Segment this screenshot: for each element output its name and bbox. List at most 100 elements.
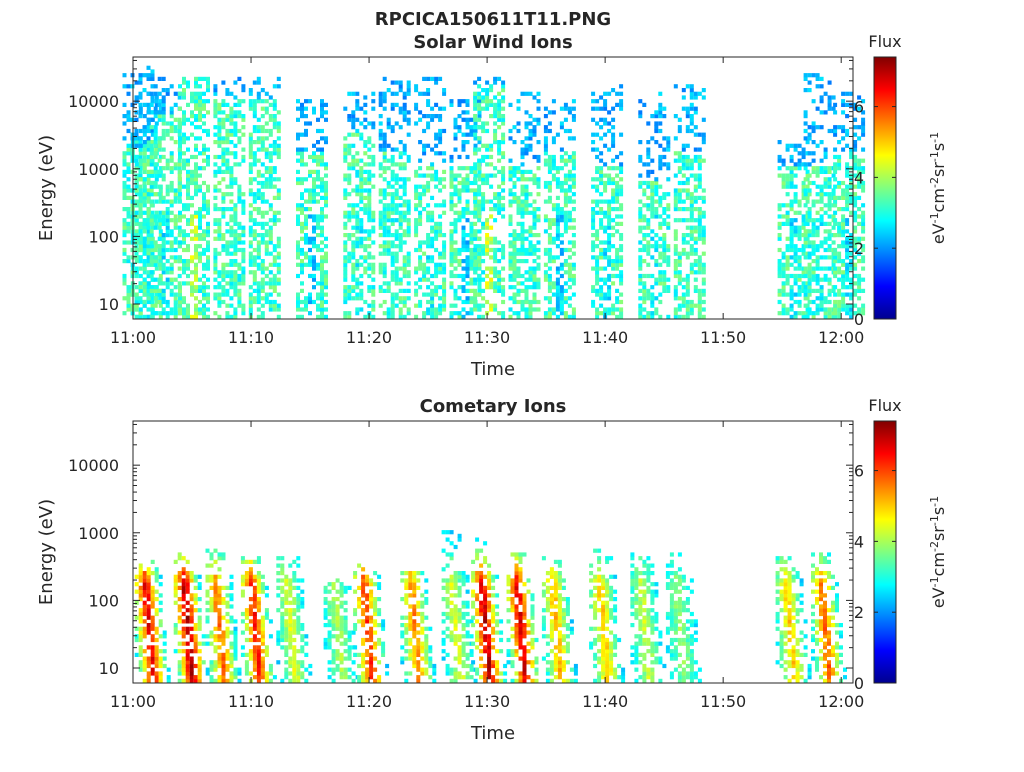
heatmap-cell: [296, 148, 300, 152]
heatmap-cell: [139, 196, 143, 200]
heatmap-cell: [544, 140, 548, 144]
heatmap-cell: [269, 207, 273, 211]
heatmap-cell: [845, 244, 849, 248]
heatmap-cell: [225, 244, 229, 248]
heatmap-cell: [194, 185, 198, 189]
heatmap-cell: [678, 170, 682, 174]
heatmap-cell: [383, 214, 387, 218]
heatmap-cell: [658, 121, 662, 125]
heatmap-cell: [367, 148, 371, 152]
heatmap-cell: [666, 248, 670, 252]
heatmap-cell: [430, 289, 434, 293]
heatmap-cell: [845, 218, 849, 222]
heatmap-cell: [690, 162, 694, 166]
heatmap-cell: [521, 155, 525, 159]
heatmap-cell: [646, 252, 650, 256]
heatmap-cell: [678, 207, 682, 211]
heatmap-cell: [861, 222, 865, 226]
heatmap-cell: [802, 214, 806, 218]
heatmap-cell: [517, 121, 521, 125]
heatmap-cell: [426, 185, 430, 189]
heatmap-cell: [442, 233, 446, 237]
heatmap-cell: [798, 255, 802, 259]
heatmap-cell: [426, 88, 430, 92]
heatmap-cell: [206, 233, 210, 237]
heatmap-cell: [808, 151, 812, 155]
heatmap-cell: [841, 263, 845, 267]
heatmap-cell: [359, 121, 363, 125]
heatmap-cell: [312, 300, 316, 304]
heatmap-cell: [143, 140, 147, 144]
heatmap-cell: [139, 81, 143, 85]
heatmap-cell: [253, 110, 257, 114]
heatmap-cell: [509, 159, 513, 163]
heatmap-cell: [837, 159, 841, 163]
heatmap-cell: [694, 107, 698, 111]
heatmap-cell: [533, 296, 537, 300]
heatmap-cell: [418, 244, 422, 248]
heatmap-cell: [537, 233, 541, 237]
heatmap-cell: [147, 77, 151, 81]
heatmap-cell: [155, 99, 159, 103]
heatmap-cell: [403, 304, 407, 308]
heatmap-cell: [493, 285, 497, 289]
heatmap-cell: [233, 263, 237, 267]
heatmap-cell: [186, 170, 190, 174]
heatmap-cell: [150, 151, 154, 155]
heatmap-cell: [225, 114, 229, 118]
heatmap-cell: [786, 263, 790, 267]
heatmap-cell: [619, 99, 623, 103]
heatmap-cell: [170, 240, 174, 244]
heatmap-cell: [414, 233, 418, 237]
heatmap-cell: [833, 103, 837, 107]
heatmap-cell: [407, 263, 411, 267]
heatmap-cell: [694, 226, 698, 230]
heatmap-cell: [694, 200, 698, 204]
heatmap-cell: [206, 155, 210, 159]
heatmap-cell: [462, 240, 466, 244]
heatmap-cell: [296, 177, 300, 181]
heatmap-cell: [182, 267, 186, 271]
heatmap-cell: [221, 125, 225, 129]
heatmap-cell: [802, 155, 806, 159]
heatmap-cell: [654, 192, 658, 196]
heatmap-cell: [861, 159, 865, 163]
heatmap-cell: [828, 166, 832, 170]
heatmap-cell: [277, 281, 281, 285]
heatmap-cell: [426, 166, 430, 170]
heatmap-cell: [186, 207, 190, 211]
heatmap-cell: [351, 289, 355, 293]
heatmap-cell: [698, 307, 702, 311]
heatmap-cell: [414, 84, 418, 88]
heatmap-cell: [170, 311, 174, 315]
heatmap-cell: [324, 110, 328, 114]
heatmap-cell: [552, 174, 556, 178]
heatmap-cell: [225, 229, 229, 233]
heatmap-cell: [253, 200, 257, 204]
heatmap-cell: [698, 293, 702, 297]
heatmap-cell: [154, 214, 158, 218]
heatmap-cell: [690, 203, 694, 207]
heatmap-cell: [442, 240, 446, 244]
heatmap-cell: [686, 162, 690, 166]
heatmap-cell: [277, 196, 281, 200]
heatmap-cell: [501, 136, 505, 140]
heatmap-cell: [841, 304, 845, 308]
heatmap-cell: [194, 270, 198, 274]
heatmap-cell: [599, 293, 603, 297]
heatmap-cell: [355, 188, 359, 192]
heatmap-cell: [790, 285, 794, 289]
heatmap-cell: [560, 218, 564, 222]
heatmap-cell: [654, 214, 658, 218]
heatmap-cell: [418, 196, 422, 200]
heatmap-cell: [501, 114, 505, 118]
heatmap-cell: [564, 226, 568, 230]
heatmap-cell: [804, 88, 808, 92]
heatmap-cell: [694, 289, 698, 293]
heatmap-cell: [182, 114, 186, 118]
heatmap-cell: [359, 107, 363, 111]
heatmap-cell: [351, 110, 355, 114]
heatmap-cell: [654, 281, 658, 285]
heatmap-cell: [603, 99, 607, 103]
heatmap-cell: [225, 88, 229, 92]
